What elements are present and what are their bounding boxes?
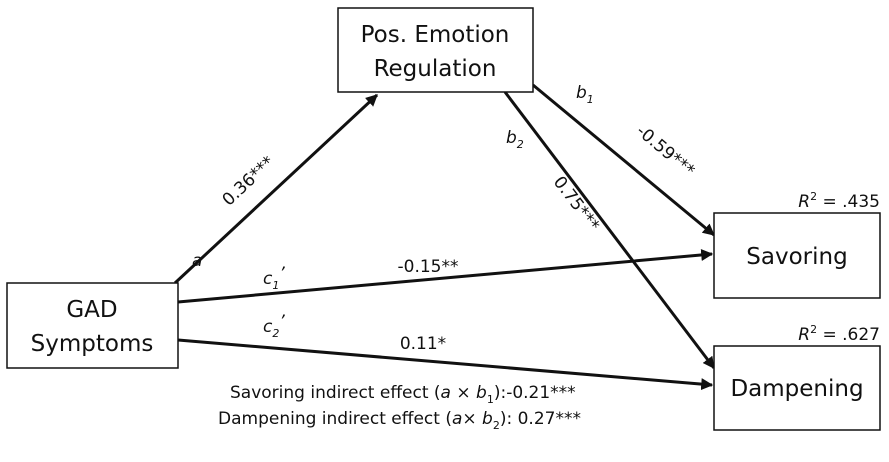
note-segment: b (476, 383, 487, 403)
note: Dampening indirect effect (a× b2): 0.27*… (218, 409, 581, 432)
note-segment: a (441, 383, 451, 403)
symbol: c (263, 317, 273, 337)
note-segment: × (451, 383, 476, 403)
subscript: 2 (272, 327, 279, 340)
r-squared: R2 = .627 (798, 323, 880, 345)
arrow-b1 (532, 83, 715, 237)
path-coefficient: -0.15** (398, 257, 459, 277)
path-coefficient: 0.36*** (219, 152, 279, 210)
node-box (6, 282, 179, 369)
path-symbol: b1 (576, 83, 594, 106)
symbol: c (263, 269, 273, 289)
note: Savoring indirect effect (a × b1):-0.21*… (230, 383, 576, 406)
prime: ’ (279, 264, 285, 284)
arrow-a (173, 93, 379, 285)
node-label: Dampening (730, 376, 863, 402)
arrow-c1 (177, 248, 714, 304)
note-segment: Savoring indirect effect ( (230, 383, 441, 403)
node-box (713, 345, 881, 431)
path-coefficient: -0.59*** (632, 121, 698, 181)
path-symbol: c2’ (263, 312, 285, 340)
path-symbol: b2 (506, 128, 524, 151)
subscript: 1 (587, 93, 594, 106)
r-symbol: R (798, 192, 810, 212)
node-label: Savoring (746, 244, 847, 270)
node-box (337, 7, 534, 93)
r-superscript: 2 (810, 323, 817, 336)
r-squared: R2 = .435 (798, 190, 880, 212)
subscript: 2 (517, 138, 524, 151)
path-symbol: a (192, 251, 202, 271)
r-superscript: 2 (810, 190, 817, 203)
note-segment: 1 (487, 393, 494, 406)
note-segment: ): 0.27*** (500, 409, 581, 429)
node-label: Symptoms (31, 331, 154, 357)
symbol: b (506, 128, 517, 148)
note-segment: Dampening indirect effect ( (218, 409, 452, 429)
arrow-c2 (177, 338, 714, 391)
node-label: GAD (66, 297, 117, 323)
node-box (713, 212, 881, 299)
path-coefficient: 0.75*** (549, 173, 603, 236)
note-segment: × (462, 409, 482, 429)
note-segment: b (482, 409, 493, 429)
arrow-b2 (503, 91, 716, 369)
path-symbol: c1’ (263, 264, 285, 292)
note-segment: ):-0.21*** (494, 383, 576, 403)
r-value: = .435 (817, 192, 880, 212)
note-segment: 2 (493, 419, 500, 432)
prime: ’ (279, 312, 285, 332)
node-label: Regulation (374, 56, 497, 82)
r-value: = .627 (817, 325, 880, 345)
r-symbol: R (798, 325, 810, 345)
node-label: Pos. Emotion (361, 22, 510, 48)
subscript: 1 (272, 279, 279, 292)
symbol: b (576, 83, 587, 103)
path-coefficient: 0.11* (400, 334, 446, 354)
note-segment: a (452, 409, 462, 429)
